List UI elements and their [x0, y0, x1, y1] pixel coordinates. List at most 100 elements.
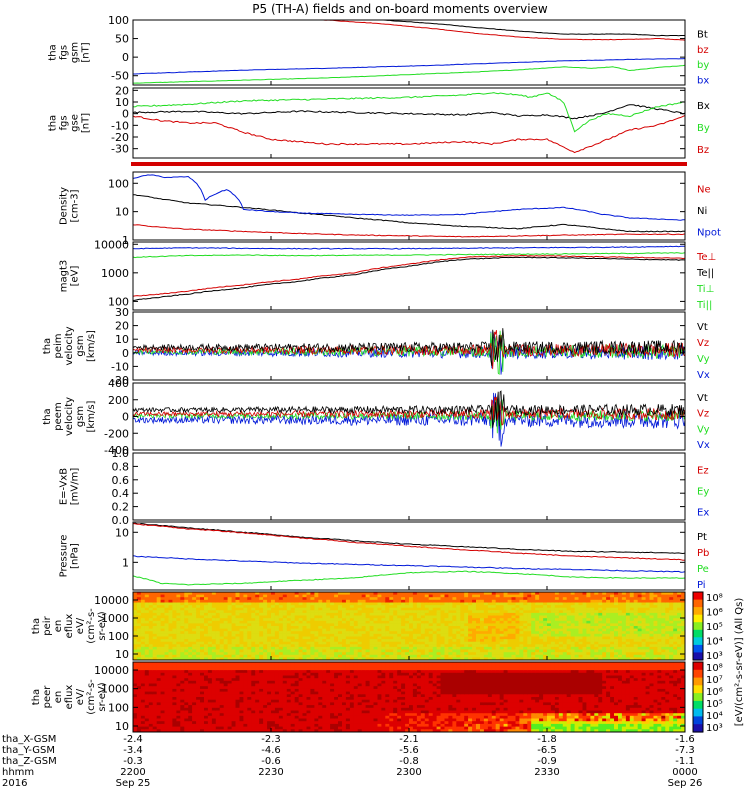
- heatmap-cell: [361, 597, 367, 601]
- heatmap-cell: [223, 599, 229, 603]
- heatmap-cell: [184, 602, 189, 606]
- heatmap-cell: [677, 626, 682, 630]
- heatmap-cell: [259, 713, 264, 717]
- heatmap-cell: [148, 694, 154, 698]
- heatmap-cell: [349, 628, 355, 632]
- y-tick-label: 0: [122, 108, 129, 121]
- heatmap-cell: [282, 688, 288, 693]
- heatmap-cell: [231, 633, 237, 637]
- heatmap-cell: [393, 620, 398, 624]
- heatmap-cell: [219, 723, 225, 728]
- heatmap-cell: [136, 644, 142, 648]
- heatmap-cell: [645, 649, 651, 653]
- heatmap-cell: [223, 652, 229, 656]
- heatmap-cell: [164, 652, 169, 656]
- heatmap-cell: [452, 618, 457, 622]
- heatmap-cell: [204, 721, 209, 725]
- heatmap-cell: [290, 715, 296, 720]
- heatmap-cell: [136, 670, 142, 674]
- heatmap-cell: [586, 626, 591, 630]
- heatmap-cell: [267, 702, 272, 706]
- heatmap-cell: [389, 654, 394, 658]
- heatmap-cell: [271, 726, 276, 730]
- heatmap-cell: [239, 715, 244, 720]
- heatmap-cell: [140, 678, 146, 682]
- heatmap-cell: [653, 599, 658, 603]
- heatmap-cell: [286, 718, 292, 722]
- heatmap-cell: [160, 721, 166, 725]
- heatmap-cell: [401, 639, 406, 643]
- heatmap-cell: [677, 646, 682, 651]
- heatmap-cell: [302, 628, 307, 632]
- heatmap-cell: [227, 675, 233, 679]
- heatmap-cell: [235, 592, 240, 596]
- heatmap-cell: [507, 641, 513, 645]
- heatmap-cell: [160, 607, 166, 611]
- heatmap-cell: [436, 615, 442, 619]
- heatmap-cell: [334, 628, 339, 632]
- heatmap-cell: [645, 654, 651, 658]
- heatmap-cell: [168, 697, 173, 701]
- heatmap-cell: [353, 612, 359, 617]
- heatmap-cell: [456, 641, 461, 645]
- heatmap-cell: [251, 702, 256, 706]
- heatmap-cell: [219, 610, 225, 614]
- heatmap-cell: [219, 707, 225, 712]
- heatmap-cell: [342, 620, 347, 624]
- heatmap-cell: [499, 646, 505, 651]
- heatmap-cell: [444, 607, 449, 611]
- heatmap-cell: [665, 607, 670, 611]
- heatmap-cell: [274, 688, 280, 693]
- heatmap-cell: [558, 628, 564, 632]
- heatmap-cell: [598, 602, 603, 606]
- heatmap-cell: [373, 618, 378, 622]
- heatmap-cell: [322, 626, 327, 630]
- heatmap-cell: [381, 623, 386, 627]
- heatmap-cell: [570, 639, 576, 643]
- heatmap-cell: [235, 657, 240, 660]
- heatmap-cell: [172, 620, 177, 624]
- heatmap-cell: [440, 641, 445, 645]
- heatmap-cell: [255, 667, 260, 671]
- heatmap-cell: [468, 639, 473, 643]
- heatmap-cell: [420, 610, 426, 614]
- heatmap-cell: [420, 618, 426, 622]
- heatmap-cell: [211, 694, 217, 698]
- heatmap-cell: [586, 646, 591, 651]
- heatmap-cell: [306, 623, 311, 627]
- heatmap-cell: [263, 721, 268, 725]
- heatmap-cell: [468, 620, 473, 624]
- heatmap-cell: [444, 654, 449, 658]
- heatmap-cell: [211, 729, 217, 732]
- heatmap-cell: [255, 652, 260, 656]
- heatmap-cell: [554, 615, 560, 619]
- heatmap-cell: [200, 688, 205, 693]
- heatmap-cell: [322, 623, 327, 627]
- heatmap-cell: [582, 626, 587, 630]
- heatmap-cell: [653, 602, 658, 606]
- heatmap-cell: [594, 592, 599, 596]
- heatmap-cell: [637, 623, 643, 627]
- heatmap-cell: [267, 699, 272, 703]
- heatmap-cell: [503, 597, 509, 601]
- heatmap-cell: [444, 605, 449, 609]
- y-tick-label: 100: [108, 177, 129, 190]
- heatmap-cell: [223, 662, 229, 666]
- heatmap-cell: [661, 633, 666, 637]
- heatmap-cell: [507, 652, 513, 656]
- heatmap-cell: [409, 592, 414, 596]
- heatmap-cell: [188, 710, 193, 714]
- heatmap-cell: [215, 697, 221, 701]
- heatmap-cell: [271, 664, 276, 668]
- heatmap-cell: [535, 644, 540, 648]
- heatmap-cell: [357, 620, 363, 624]
- heatmap-cell: [133, 597, 138, 601]
- heatmap-cell: [610, 623, 615, 627]
- heatmap-cell: [219, 675, 225, 679]
- heatmap-cell: [136, 694, 142, 698]
- heatmap-cell: [140, 715, 146, 720]
- heatmap-cell: [204, 631, 209, 635]
- heatmap-cell: [681, 602, 685, 606]
- heatmap-cell: [156, 633, 162, 637]
- heatmap-cell: [140, 626, 146, 630]
